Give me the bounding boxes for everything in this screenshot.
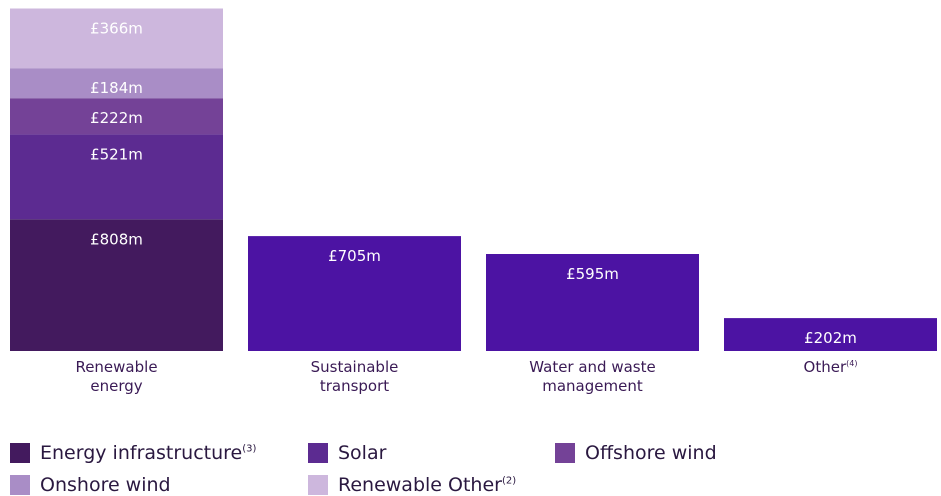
legend-label: Energy infrastructure(3) <box>40 442 257 464</box>
data-label: £222m <box>90 109 143 127</box>
category-label-other: Other(4) <box>804 358 858 376</box>
legend-item-offshore-wind: Offshore wind <box>555 442 717 464</box>
category-label-renewable: Renewable energy <box>75 358 157 395</box>
category-label-transport: Sustainable transport <box>311 358 399 395</box>
data-label: £808m <box>90 230 143 248</box>
legend-item-energy-infrastructure: Energy infrastructure(3) <box>10 442 256 464</box>
legend-swatch <box>308 475 328 495</box>
data-label: £595m <box>566 265 619 283</box>
bar-segment-renewable-4 <box>10 8 223 69</box>
legend-item-solar: Solar <box>308 442 386 464</box>
legend-label: Onshore wind <box>40 474 171 496</box>
legend-swatch <box>555 443 575 463</box>
data-label: £366m <box>90 20 143 38</box>
bar-segment-other-0 <box>724 318 937 351</box>
legend-item-renewable-other: Renewable Other(2) <box>308 474 516 496</box>
bar-segment-transport-0 <box>248 236 461 351</box>
bar-segment-renewable-1 <box>10 134 223 220</box>
legend-swatch <box>308 443 328 463</box>
bar-segment-renewable-2 <box>10 98 223 135</box>
legend-swatch <box>10 475 30 495</box>
legend: Energy infrastructure(3) Solar Offshore … <box>0 438 941 496</box>
data-label: £705m <box>328 247 381 265</box>
category-label-water: Water and waste management <box>529 358 655 395</box>
legend-label: Solar <box>338 442 387 464</box>
bar-segment-water-0 <box>486 254 699 351</box>
bar-segment-renewable-0 <box>10 219 223 351</box>
data-label: £202m <box>804 329 857 347</box>
legend-label: Renewable Other(2) <box>338 474 517 496</box>
legend-swatch <box>10 443 30 463</box>
legend-label: Offshore wind <box>585 442 717 464</box>
legend-item-onshore-wind: Onshore wind <box>10 474 171 496</box>
data-label: £184m <box>90 79 143 97</box>
bar-segment-renewable-3 <box>10 68 223 99</box>
bar-chart: £808m £521m £222m £184m £366m Renewable energy… <box>10 8 937 395</box>
data-label: £521m <box>90 145 143 163</box>
